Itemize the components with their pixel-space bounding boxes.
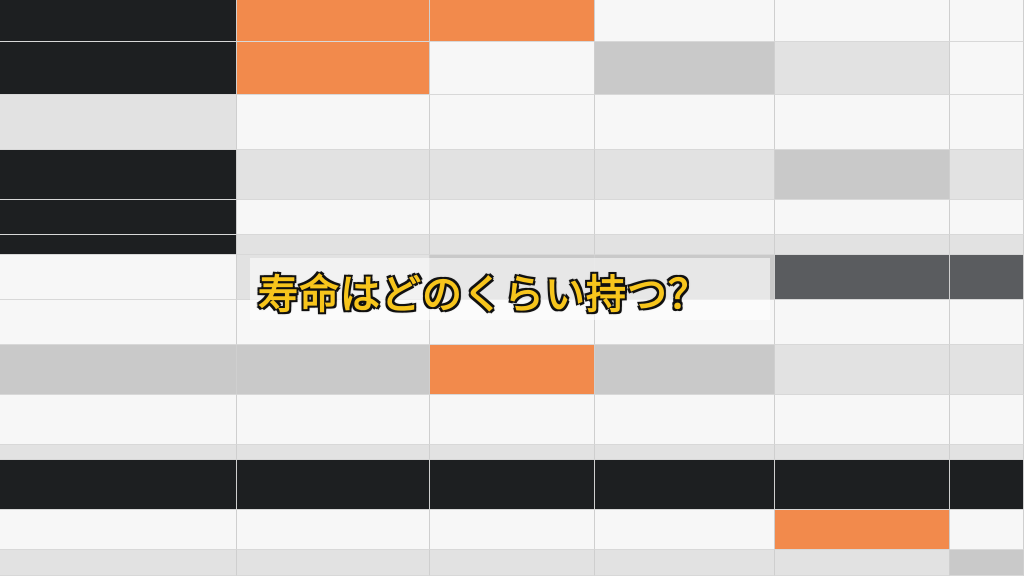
table-cell: [595, 460, 775, 510]
table-cell: [950, 345, 1024, 395]
table-cell: [237, 150, 430, 200]
table-cell: [950, 445, 1024, 460]
table-cell: [775, 95, 950, 150]
caption-band: [250, 258, 770, 320]
table-cell: [950, 42, 1024, 95]
table-cell: [950, 200, 1024, 235]
table-cell: [595, 510, 775, 550]
table-cell: [775, 300, 950, 345]
table-cell: [950, 510, 1024, 550]
table-cell: [237, 95, 430, 150]
table-cell: [0, 550, 237, 576]
table-cell: [430, 510, 595, 550]
table-cell: [0, 42, 237, 95]
table-cell: [950, 150, 1024, 200]
table-cell: [237, 550, 430, 576]
table-cell: [430, 445, 595, 460]
table-cell: [430, 395, 595, 445]
table-cell: [595, 0, 775, 42]
table-cell: [0, 150, 237, 200]
table-cell: [237, 510, 430, 550]
table-cell: [775, 235, 950, 255]
table-cell: [595, 150, 775, 200]
table-cell: [430, 345, 595, 395]
table-cell: [775, 395, 950, 445]
table-cell: [0, 200, 237, 235]
table-cell: [775, 150, 950, 200]
table-cell: [0, 510, 237, 550]
table-cell: [0, 395, 237, 445]
table-cell: [237, 445, 430, 460]
table-cell: [0, 460, 237, 510]
table-cell: [775, 200, 950, 235]
table-cell: [430, 150, 595, 200]
table-cell: [237, 460, 430, 510]
table-cell: [430, 460, 595, 510]
table-cell: [430, 42, 595, 95]
table-cell: [595, 42, 775, 95]
table-cell: [595, 235, 775, 255]
table-cell: [950, 460, 1024, 510]
table-cell: [237, 395, 430, 445]
table-cell: [0, 95, 237, 150]
table-cell: [595, 95, 775, 150]
table-cell: [595, 445, 775, 460]
table-cell: [237, 345, 430, 395]
table-cell: [595, 395, 775, 445]
table-cell: [0, 300, 237, 345]
table-cell: [775, 345, 950, 395]
caption-title: 寿命はどのくらい持つ？: [257, 271, 709, 319]
table-cell: [950, 0, 1024, 42]
table-cell: [0, 255, 237, 300]
table-cell: [595, 200, 775, 235]
table-cell: [950, 95, 1024, 150]
table-cell: [950, 255, 1024, 300]
table-cell: [430, 550, 595, 576]
table-cell: [0, 445, 237, 460]
table-cell: [775, 460, 950, 510]
table-cell: [775, 510, 950, 550]
table-cell: [595, 345, 775, 395]
table-cell: [775, 445, 950, 460]
table-cell: [430, 0, 595, 42]
table-cell: [950, 300, 1024, 345]
table-cell: [950, 235, 1024, 255]
table-cell: [595, 550, 775, 576]
table-cell: [237, 200, 430, 235]
table-cell: [0, 0, 237, 42]
table-cell: [0, 235, 237, 255]
table-cell: [237, 0, 430, 42]
table-cell: [430, 200, 595, 235]
table-cell: [775, 550, 950, 576]
table-cell: [0, 345, 237, 395]
table-cell: [430, 235, 595, 255]
table-cell: [950, 395, 1024, 445]
table-cell: [775, 255, 950, 300]
table-cell: [775, 42, 950, 95]
table-cell: [775, 0, 950, 42]
table-cell: [237, 42, 430, 95]
table-cell: [950, 550, 1024, 576]
table-cell: [237, 235, 430, 255]
table-cell: [430, 95, 595, 150]
